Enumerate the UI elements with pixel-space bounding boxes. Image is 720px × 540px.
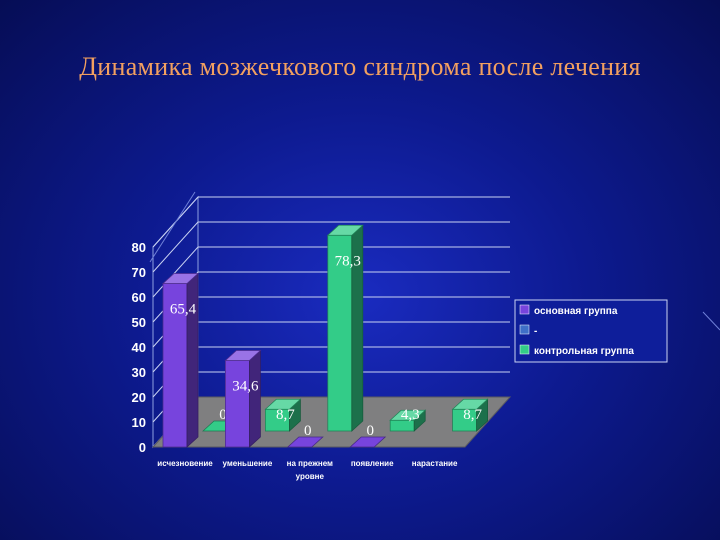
category-label: нарастание	[412, 459, 458, 468]
bar-top	[264, 398, 302, 410]
y-tick-label: 50	[132, 315, 146, 330]
gridline	[152, 221, 510, 273]
decor-line	[702, 311, 720, 331]
y-tick-label: 80	[132, 240, 146, 255]
legend-label: -	[534, 326, 537, 337]
bar-flat	[349, 436, 387, 448]
legend-swatch	[519, 344, 530, 355]
data-label: 4,3	[401, 407, 420, 423]
bar	[349, 436, 387, 448]
bar-top	[389, 409, 427, 421]
bar	[451, 398, 489, 432]
bar-flat	[286, 436, 324, 448]
legend-label: основная группа	[534, 306, 618, 317]
data-label: 0	[366, 423, 374, 439]
bar-front	[162, 283, 188, 448]
data-label: 78,3	[335, 253, 361, 269]
bar	[264, 398, 302, 432]
bar	[286, 436, 324, 448]
data-label: 65,4	[170, 302, 197, 318]
y-tick-label: 10	[132, 415, 146, 430]
bar	[389, 409, 427, 432]
bar-side	[186, 272, 199, 448]
bar	[326, 224, 364, 432]
slide-title: Динамика мозжечкового синдрома после леч…	[79, 52, 641, 81]
bar-front	[327, 234, 353, 432]
bar-side	[248, 349, 261, 448]
category-label: на прежнем	[287, 459, 333, 468]
bar-top	[224, 350, 262, 361]
data-label: 0	[304, 423, 312, 439]
category-label: уровне	[296, 472, 325, 481]
bar	[161, 272, 200, 448]
category-label: появление	[351, 459, 394, 468]
category-label: исчезновение	[157, 459, 213, 468]
bar-top	[326, 224, 364, 236]
data-label: 0	[219, 407, 227, 423]
decor-line	[149, 191, 196, 263]
legend-label: контрольная группа	[534, 346, 634, 357]
y-tick-label: 0	[139, 440, 146, 455]
y-tick-label: 70	[132, 265, 146, 280]
bar-front	[224, 360, 250, 448]
bar-top	[161, 273, 200, 284]
legend: основная группа - контрольная группа	[514, 299, 668, 363]
y-tick-label: 40	[132, 340, 146, 355]
bar	[224, 349, 262, 448]
category-label: уменьшение	[223, 459, 273, 468]
gridline	[152, 196, 510, 248]
data-label: 34,6	[232, 379, 259, 395]
y-tick-label: 60	[132, 290, 146, 305]
y-tick-label: 20	[132, 390, 146, 405]
legend-swatch	[519, 324, 530, 335]
data-label: 8,7	[463, 407, 482, 423]
data-label: 8,7	[276, 407, 295, 423]
y-tick-label: 30	[132, 365, 146, 380]
legend-swatch	[519, 304, 530, 315]
legend-box	[514, 299, 668, 363]
bar-top	[451, 398, 489, 410]
